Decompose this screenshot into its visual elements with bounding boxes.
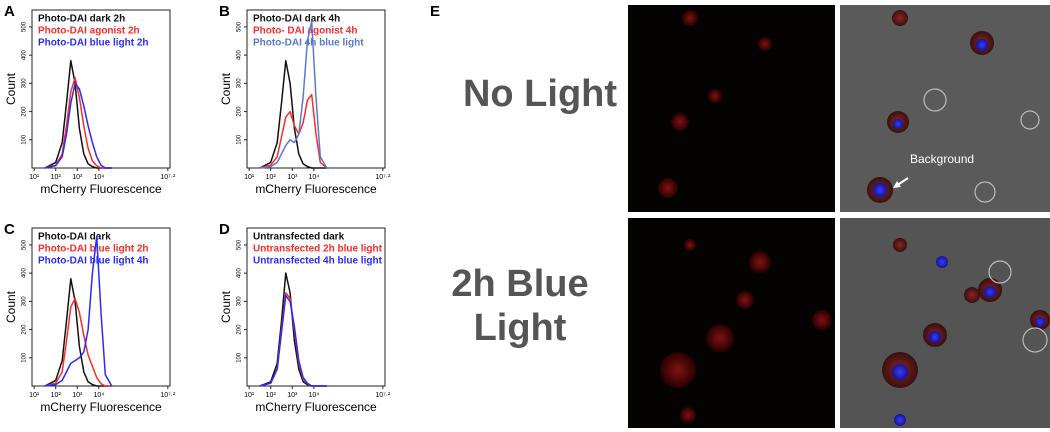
y-tick-label: 300: [237, 296, 243, 307]
histogram-curve: [259, 272, 327, 387]
y-axis-label: Count: [4, 290, 18, 323]
y-tick-label: 200: [237, 324, 243, 335]
x-axis-label: mCherry Fluorescence: [40, 400, 162, 414]
x-tick-label: 10⁷·²: [375, 392, 391, 399]
panel-letter: B: [219, 3, 230, 20]
panel-letter: A: [4, 3, 15, 20]
histogram-curve: [259, 294, 327, 387]
x-tick-label: 10³: [72, 392, 83, 399]
legend-entry: Photo-DAI blue light 2h: [38, 244, 149, 255]
image: [628, 218, 835, 428]
y-tick-label: 400: [22, 267, 28, 278]
x-tick-label: 10¹: [29, 392, 40, 399]
y-tick-label: 500: [22, 21, 28, 32]
panel-letter: E: [430, 3, 440, 20]
y-tick-label: 400: [237, 267, 243, 278]
x-axis-label: mCherry Fluorescence: [40, 182, 162, 196]
x-tick-label: 10¹: [244, 174, 255, 181]
x-axis-label: mCherry Fluorescence: [255, 400, 377, 414]
panel-letter: D: [219, 221, 230, 238]
y-tick-label: 100: [237, 134, 243, 145]
micrographs: Background E: [430, 3, 1050, 428]
legend-entry: Photo-DAI agonist 2h: [38, 26, 140, 37]
histogram-curve: [259, 20, 328, 169]
y-axis-label: Count: [219, 72, 233, 105]
image: [628, 5, 835, 212]
row-label: No Light: [462, 73, 618, 115]
y-tick-label: 400: [237, 49, 243, 60]
y-tick-label: 200: [22, 106, 28, 117]
y-tick-label: 300: [22, 78, 28, 89]
y-axis-label: Count: [219, 290, 233, 323]
x-tick-label: 10³: [287, 174, 298, 181]
histogram-curve: [44, 235, 113, 387]
legend-entry: Untransfected 2h blue light: [253, 244, 383, 255]
x-tick-label: 10⁷·²: [160, 392, 176, 399]
y-tick-label: 200: [237, 106, 243, 117]
x-tick-label: 10⁷·²: [375, 174, 391, 181]
legend-entry: Photo-DAI 4h blue light: [253, 38, 364, 49]
x-tick-label: 10²: [51, 392, 62, 399]
x-tick-label: 10²: [266, 174, 277, 181]
image: [840, 218, 1050, 428]
cell-outlines: [923, 88, 1048, 353]
x-tick-label: 10²: [266, 392, 277, 399]
legend-entry: Untransfected 4h blue light: [253, 256, 383, 267]
legend-entry: Photo-DAI dark 4h: [253, 14, 340, 25]
panel-letter: C: [4, 221, 15, 238]
histogram-curve: [259, 60, 327, 169]
legend-entry: Untransfected dark: [253, 232, 345, 243]
legend-entry: Photo- DAI agonist 4h: [253, 26, 357, 37]
arrow-head: [893, 181, 901, 188]
x-tick-label: 10¹: [244, 392, 255, 399]
histogram-curve: [44, 82, 112, 169]
y-axis-label: Count: [4, 72, 18, 105]
x-tick-label: 10²: [51, 174, 62, 181]
row-label: 2h Blue Light: [451, 263, 589, 349]
histogram-curve: [44, 278, 112, 387]
legend-entry: Photo-DAI dark 2h: [38, 14, 125, 25]
x-tick-label: 10¹: [29, 174, 40, 181]
x-tick-label: 10⁷·²: [160, 174, 176, 181]
x-tick-label: 10⁴: [308, 392, 319, 399]
x-axis-label: mCherry Fluorescence: [255, 182, 377, 196]
histogram-curve: [259, 93, 328, 169]
y-tick-label: 100: [237, 352, 243, 363]
y-tick-label: 300: [237, 78, 243, 89]
histogram-curve: [44, 60, 112, 169]
x-tick-label: 10⁴: [308, 174, 319, 181]
image: [840, 5, 1050, 212]
y-tick-label: 500: [237, 21, 243, 32]
y-tick-label: 100: [22, 352, 28, 363]
histogram-curve: [44, 297, 112, 387]
y-tick-label: 400: [22, 49, 28, 60]
y-tick-label: 300: [22, 296, 28, 307]
histogram-curve: [259, 292, 327, 387]
y-tick-label: 200: [22, 324, 28, 335]
y-tick-label: 500: [237, 239, 243, 250]
x-tick-label: 10⁴: [93, 392, 104, 399]
nuclei: [873, 39, 1045, 426]
y-tick-label: 500: [22, 239, 28, 250]
x-tick-label: 10³: [287, 392, 298, 399]
x-tick-label: 10⁴: [93, 174, 104, 181]
x-tick-label: 10³: [72, 174, 83, 181]
legend-entry: Photo-DAI blue light 2h: [38, 38, 149, 49]
y-tick-label: 100: [22, 134, 28, 145]
annotation: Background: [910, 152, 974, 166]
legend-entry: Photo-DAI blue light 4h: [38, 256, 149, 267]
cells: [658, 10, 1050, 423]
legend-entry: Photo-DAI dark: [38, 232, 111, 243]
